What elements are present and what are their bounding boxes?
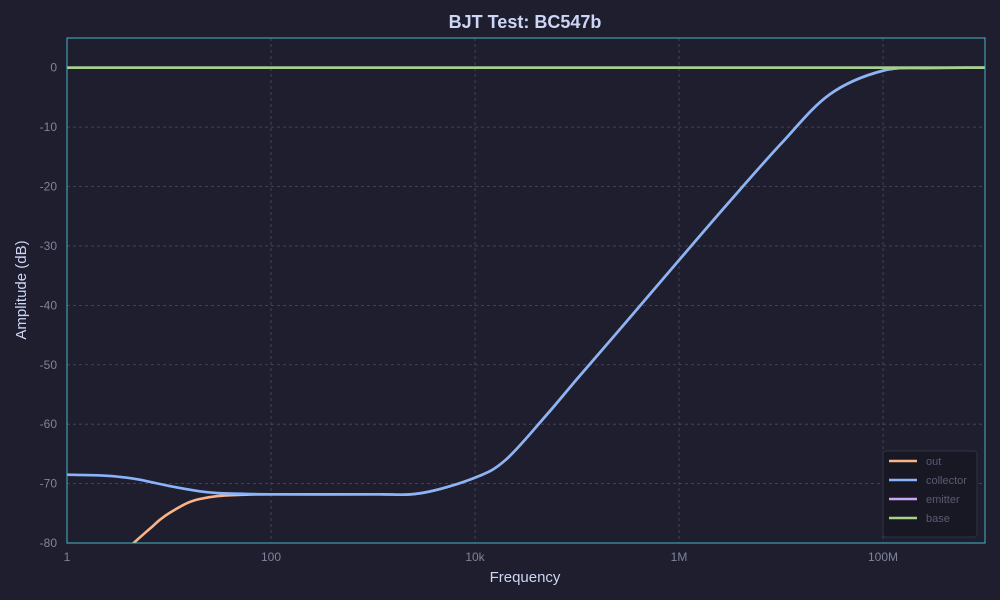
x-tick-label: 100	[261, 550, 281, 564]
x-tick-label: 1	[64, 550, 71, 564]
legend-label-collector: collector	[926, 475, 967, 487]
chart-title: BJT Test: BC547b	[449, 12, 602, 32]
x-tick-label: 10k	[465, 550, 485, 564]
plot-frame	[66, 37, 986, 544]
y-tick-label: -40	[40, 298, 58, 312]
series-layer	[67, 66, 985, 543]
y-tick-label: -50	[40, 358, 58, 372]
y-tick-label: -30	[40, 239, 58, 253]
y-tick-label: -10	[40, 120, 58, 134]
x-tick-label: 1M	[671, 550, 688, 564]
y-axis-label: Amplitude (dB)	[13, 240, 30, 339]
legend-box	[882, 450, 978, 538]
y-tick-label: -20	[40, 180, 58, 194]
x-tick-labels: 1 100 10k 1M 100M	[64, 550, 898, 564]
legend-label-out: out	[926, 456, 941, 468]
y-tick-label: 0	[50, 61, 57, 75]
grid	[66, 38, 985, 544]
y-tick-label: -60	[40, 417, 58, 431]
x-axis-label: Frequency	[490, 569, 561, 586]
legend-label-emitter: emitter	[926, 494, 960, 506]
legend-label-base: base	[926, 513, 950, 525]
series-line-collector	[67, 66, 985, 496]
y-tick-label: -80	[40, 536, 58, 550]
y-tick-label: -70	[40, 477, 58, 491]
legend: out collector emitter base	[882, 450, 978, 538]
x-tick-label: 100M	[868, 550, 898, 564]
y-tick-labels: 0 -10 -20 -30 -40 -50 -60 -70 -80	[40, 61, 58, 550]
